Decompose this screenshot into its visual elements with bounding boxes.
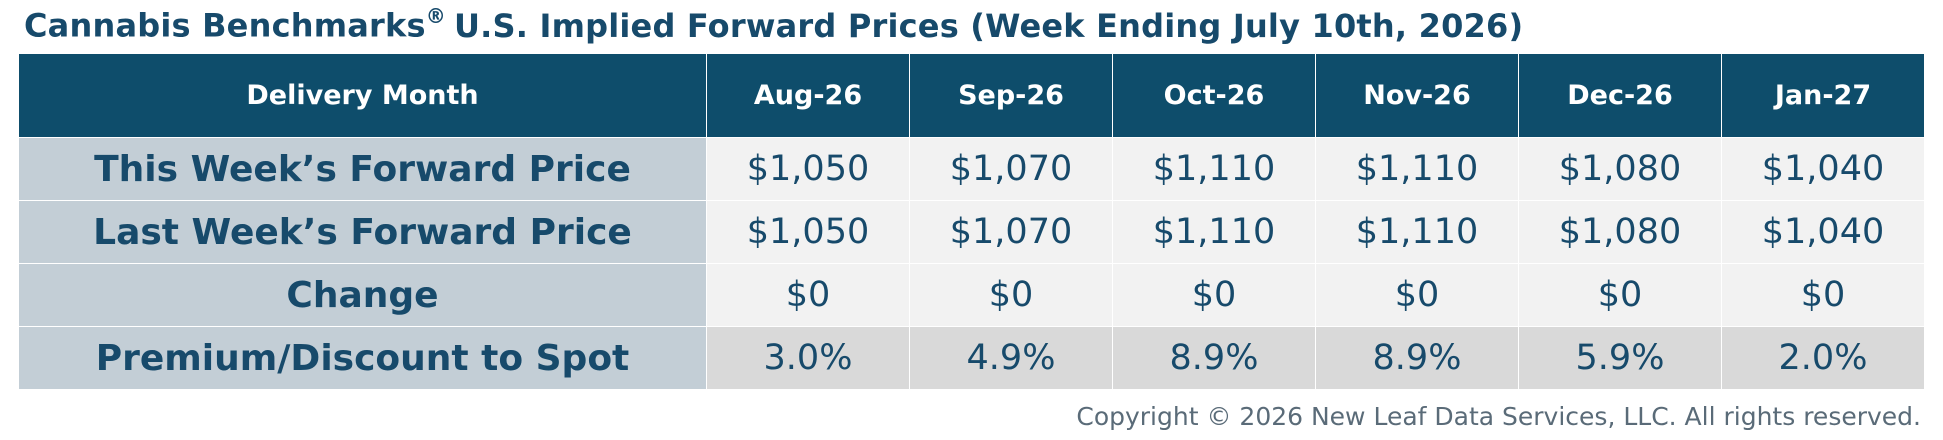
header-month: Sep-26: [909, 54, 1113, 138]
cell-value: $0: [1112, 263, 1316, 327]
cell-value: 4.9%: [909, 326, 1113, 390]
registered-mark: ®: [425, 4, 446, 28]
cell-value: $1,110: [1112, 200, 1316, 264]
cell-value: $1,080: [1518, 200, 1722, 264]
cell-value: $1,110: [1112, 137, 1316, 201]
cell-value: $1,110: [1315, 137, 1519, 201]
header-month: Dec-26: [1518, 54, 1722, 138]
cell-value: $0: [706, 263, 910, 327]
cell-value: $0: [1721, 263, 1925, 327]
forward-price-table: Delivery Month Aug-26 Sep-26 Oct-26 Nov-26 De…: [18, 54, 1925, 390]
cell-value: $1,070: [909, 137, 1113, 201]
cell-value: 3.0%: [706, 326, 910, 390]
cell-value: $1,110: [1315, 200, 1519, 264]
header-row: Delivery Month Aug-26 Sep-26 Oct-26 Nov-26 De…: [18, 54, 1925, 138]
header-month: Oct-26: [1112, 54, 1316, 138]
cell-value: 2.0%: [1721, 326, 1925, 390]
table-header: Delivery Month Aug-26 Sep-26 Oct-26 Nov-26 De…: [18, 54, 1925, 138]
header-label: Delivery Month: [18, 54, 707, 138]
table-row: Change $0 $0 $0 $0 $0 $0: [18, 263, 1925, 327]
row-label: Change: [18, 263, 707, 327]
cell-value: 8.9%: [1315, 326, 1519, 390]
header-month: Nov-26: [1315, 54, 1519, 138]
cell-value: 8.9%: [1112, 326, 1316, 390]
cell-value: $1,080: [1518, 137, 1722, 201]
cell-value: $0: [1315, 263, 1519, 327]
row-label: Last Week’s Forward Price: [18, 200, 707, 264]
header-month: Aug-26: [706, 54, 910, 138]
cell-value: $0: [1518, 263, 1722, 327]
table-row: Last Week’s Forward Price $1,050 $1,070 $1,…: [18, 200, 1925, 264]
cell-value: $0: [909, 263, 1113, 327]
header-month: Jan-27: [1721, 54, 1925, 138]
title: Cannabis Benchmarks® U.S. Implied Forward…: [24, 4, 1524, 45]
table-body: This Week’s Forward Price $1,050 $1,070 $1,…: [18, 137, 1925, 390]
table-row: This Week’s Forward Price $1,050 $1,070 $1,…: [18, 137, 1925, 201]
row-label: Premium/Discount to Spot: [18, 326, 707, 390]
cell-value: $1,050: [706, 200, 910, 264]
row-label: This Week’s Forward Price: [18, 137, 707, 201]
cell-value: $1,050: [706, 137, 910, 201]
cell-value: 5.9%: [1518, 326, 1722, 390]
title-text: U.S. Implied Forward Prices (Week Ending…: [453, 6, 1524, 45]
cell-value: $1,040: [1721, 137, 1925, 201]
cell-value: $1,070: [909, 200, 1113, 264]
table-row: Premium/Discount to Spot 3.0% 4.9% 8.9% 8.9%…: [18, 326, 1925, 390]
copyright: Copyright © 2026 New Leaf Data Services,…: [1076, 402, 1921, 431]
cell-value: $1,040: [1721, 200, 1925, 264]
title-brand: Cannabis Benchmarks: [24, 6, 426, 45]
